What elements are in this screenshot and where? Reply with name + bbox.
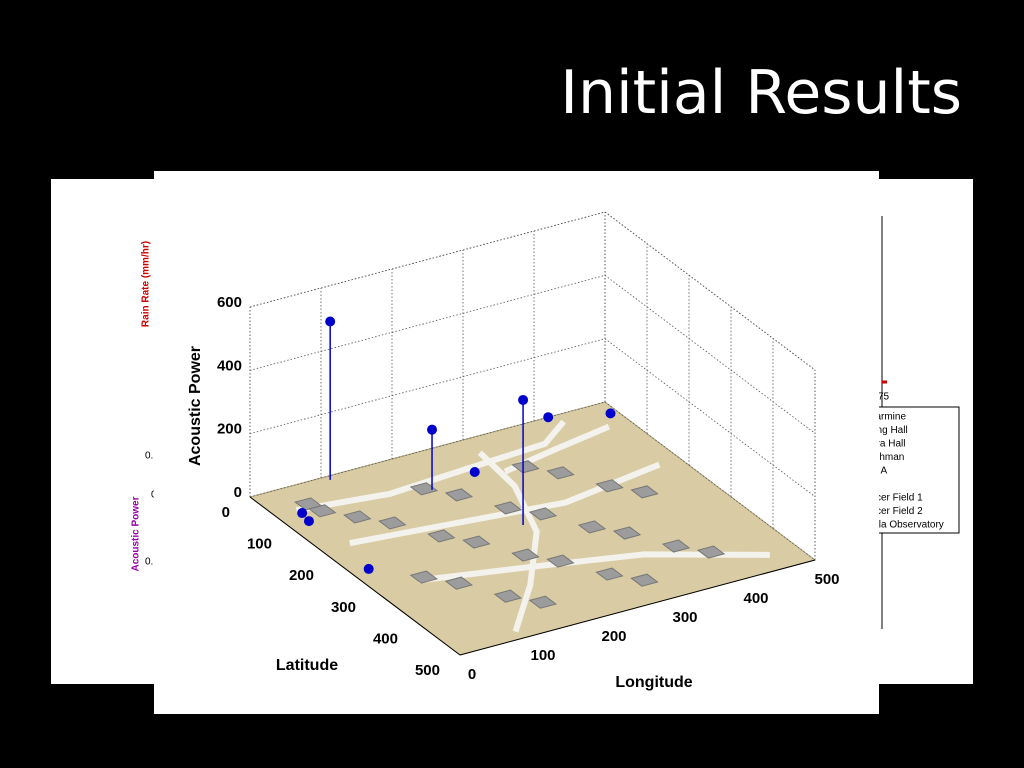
map-building bbox=[546, 554, 575, 568]
x-tick-label: 300 bbox=[331, 599, 356, 616]
chart: Acoustic Power Latitude Longitude 0 200 40… bbox=[187, 211, 840, 691]
y-tick-label: 0 bbox=[468, 666, 476, 683]
stem-marker bbox=[518, 394, 529, 405]
stem-marker bbox=[427, 424, 438, 435]
legend-entry: rchman bbox=[871, 452, 904, 463]
map-building bbox=[444, 488, 474, 502]
map-building bbox=[444, 576, 473, 590]
y-tick-label: 200 bbox=[601, 628, 626, 645]
map-building bbox=[511, 548, 540, 562]
stem-marker bbox=[543, 412, 554, 423]
legend-entry: ura Hall bbox=[871, 439, 905, 450]
legend-entry: ccer Field 2 bbox=[871, 506, 923, 517]
y-tick-label: 100 bbox=[530, 647, 555, 664]
grid-line bbox=[249, 211, 606, 308]
map-building bbox=[343, 510, 372, 524]
y-tick-label: 500 bbox=[814, 571, 839, 588]
grid-line bbox=[604, 211, 816, 371]
x-axis-label: Latitude bbox=[276, 657, 338, 674]
axis-line bbox=[249, 496, 461, 656]
map-building bbox=[595, 567, 624, 581]
map-building bbox=[630, 573, 659, 587]
legend-entry: C A bbox=[871, 466, 887, 477]
map-building bbox=[378, 516, 407, 530]
slide-title: Initial Results bbox=[560, 58, 962, 128]
back-chart: Rain Rate (mm/hr) Acoustic Power 0. 0 0.… bbox=[131, 216, 960, 629]
front-figure: Acoustic Power Latitude Longitude 0 200 40… bbox=[154, 171, 879, 714]
stem-marker bbox=[303, 516, 314, 527]
legend-entry: nila Observatory bbox=[871, 520, 944, 531]
map-building bbox=[409, 570, 438, 584]
z-tick-label: 400 bbox=[217, 357, 242, 374]
map-building bbox=[493, 501, 523, 515]
legend-entry: ong Hall bbox=[871, 425, 908, 436]
y-tick-label: 400 bbox=[743, 590, 768, 607]
map-building bbox=[493, 589, 523, 603]
x-tick-label: 500 bbox=[415, 662, 440, 679]
z-tick-label: 600 bbox=[217, 294, 242, 311]
map-building bbox=[595, 479, 624, 493]
stem-marker bbox=[605, 408, 616, 419]
x-tick-label: 200 bbox=[289, 567, 314, 584]
tick-label: 0. bbox=[145, 557, 153, 568]
value-label: 75 bbox=[878, 392, 890, 403]
tick-label: 0. bbox=[145, 451, 153, 462]
y-label: Rain Rate (mm/hr) bbox=[141, 241, 152, 327]
y-label: Acoustic Power bbox=[131, 496, 142, 571]
y-tick-label: 300 bbox=[672, 609, 697, 626]
map-building bbox=[462, 535, 491, 549]
grid-line bbox=[604, 275, 816, 434]
y-axis-label: Longitude bbox=[615, 674, 692, 691]
z-tick-label: 0 bbox=[234, 484, 242, 501]
map-building bbox=[612, 526, 642, 540]
map-building bbox=[427, 529, 456, 543]
map-building bbox=[528, 595, 558, 609]
z-axis-label: Acoustic Power bbox=[187, 346, 204, 466]
axis-line bbox=[459, 559, 816, 656]
map-building bbox=[577, 520, 607, 534]
map-building bbox=[409, 482, 439, 496]
stem-marker bbox=[469, 466, 480, 477]
map-building bbox=[308, 504, 337, 518]
map-building bbox=[630, 485, 659, 499]
legend-entry: ccer Field 1 bbox=[871, 493, 923, 504]
map-building bbox=[696, 545, 726, 559]
x-tick-label: 100 bbox=[247, 536, 272, 553]
map-building bbox=[546, 466, 575, 480]
map-building bbox=[661, 539, 691, 553]
map-building bbox=[528, 507, 558, 521]
legend-entry: llarmine bbox=[871, 412, 906, 423]
map-road bbox=[295, 419, 566, 514]
stem-marker bbox=[325, 316, 336, 327]
grid-line bbox=[249, 274, 606, 371]
stem-marker bbox=[297, 508, 308, 519]
z-tick-label: 200 bbox=[217, 421, 242, 438]
x-tick-label: 400 bbox=[373, 630, 398, 647]
x-tick-label: 0 bbox=[222, 504, 230, 521]
stem-marker bbox=[363, 563, 374, 574]
map-road bbox=[477, 450, 540, 633]
